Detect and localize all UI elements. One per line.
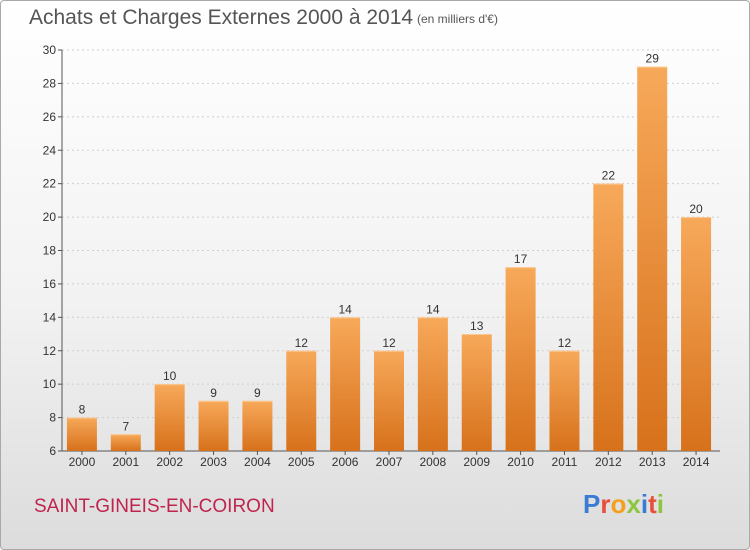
- logo-letter: i: [656, 489, 664, 519]
- data-label: 12: [382, 336, 396, 350]
- y-tick-label: 28: [43, 76, 57, 90]
- x-tick-label: 2012: [595, 455, 622, 469]
- chart-subtitle: (en milliers d'€): [417, 12, 498, 26]
- data-label: 9: [254, 386, 261, 400]
- bar: [330, 317, 361, 451]
- x-tick-label: 2005: [288, 455, 315, 469]
- y-tick-label: 22: [43, 177, 57, 191]
- logo-letter: P: [583, 489, 601, 519]
- data-label: 9: [210, 386, 217, 400]
- bar: [242, 400, 273, 451]
- x-tick-label: 2007: [376, 455, 403, 469]
- x-tick-label: 2014: [683, 455, 710, 469]
- data-label: 13: [470, 319, 484, 333]
- bar: [681, 217, 712, 451]
- proxiti-logo: Proxiti: [583, 489, 664, 520]
- logo-letter: r: [600, 489, 611, 519]
- x-tick-label: 2000: [69, 455, 96, 469]
- data-label: 10: [163, 369, 177, 383]
- y-tick-label: 8: [49, 411, 56, 425]
- bar: [505, 267, 536, 451]
- y-tick-label: 20: [43, 210, 57, 224]
- bar: [461, 334, 492, 451]
- y-tick-label: 16: [43, 277, 57, 291]
- x-tick-label: 2003: [200, 455, 227, 469]
- y-tick-label: 26: [43, 110, 57, 124]
- y-tick-label: 14: [43, 310, 57, 324]
- data-label: 8: [79, 403, 86, 417]
- data-label: 7: [122, 419, 129, 433]
- bar: [110, 434, 141, 451]
- data-label: 22: [602, 169, 616, 183]
- data-label: 29: [646, 52, 660, 66]
- logo-letter: t: [648, 489, 657, 519]
- bar: [549, 350, 580, 451]
- data-label: 14: [338, 302, 352, 316]
- x-tick-label: 2004: [244, 455, 271, 469]
- y-tick-label: 24: [43, 143, 57, 157]
- x-tick-label: 2010: [507, 455, 534, 469]
- x-tick-label: 2006: [332, 455, 359, 469]
- bar: [154, 384, 185, 451]
- data-label: 14: [426, 302, 440, 316]
- x-tick-label: 2002: [156, 455, 183, 469]
- x-tick-label: 2008: [420, 455, 447, 469]
- labels: 8 2000 7 2001 10 2002 9 2003 9 2004 12 2005 14 2006 12…: [69, 52, 710, 469]
- bar: [374, 350, 404, 451]
- bar: [637, 66, 668, 451]
- data-label: 20: [689, 202, 703, 216]
- logo-letter: i: [640, 489, 649, 519]
- bar: [66, 417, 97, 451]
- data-label: 12: [295, 336, 309, 350]
- data-label: 12: [558, 336, 572, 350]
- x-tick-label: 2013: [639, 455, 666, 469]
- bar: [593, 183, 624, 451]
- chart-title: Achats et Charges Externes 2000 à 2014: [29, 6, 414, 29]
- commune-name: SAINT-GINEIS-EN-COIRON: [34, 496, 275, 517]
- bar: [286, 350, 317, 451]
- bars: [66, 66, 712, 451]
- logo-letter: x: [626, 489, 641, 519]
- x-tick-label: 2009: [463, 455, 490, 469]
- y-tick-label: 12: [43, 344, 57, 358]
- x-tick-label: 2001: [112, 455, 139, 469]
- x-tick-label: 2011: [552, 455, 578, 469]
- data-label: 17: [514, 252, 528, 266]
- y-tick-label: 30: [43, 43, 57, 57]
- y-tick-label: 6: [49, 444, 56, 458]
- logo-letter: o: [610, 489, 627, 519]
- bar: [417, 317, 448, 451]
- y-tick-label: 10: [43, 377, 57, 391]
- y-tick-label: 18: [43, 244, 57, 258]
- bar: [198, 400, 229, 451]
